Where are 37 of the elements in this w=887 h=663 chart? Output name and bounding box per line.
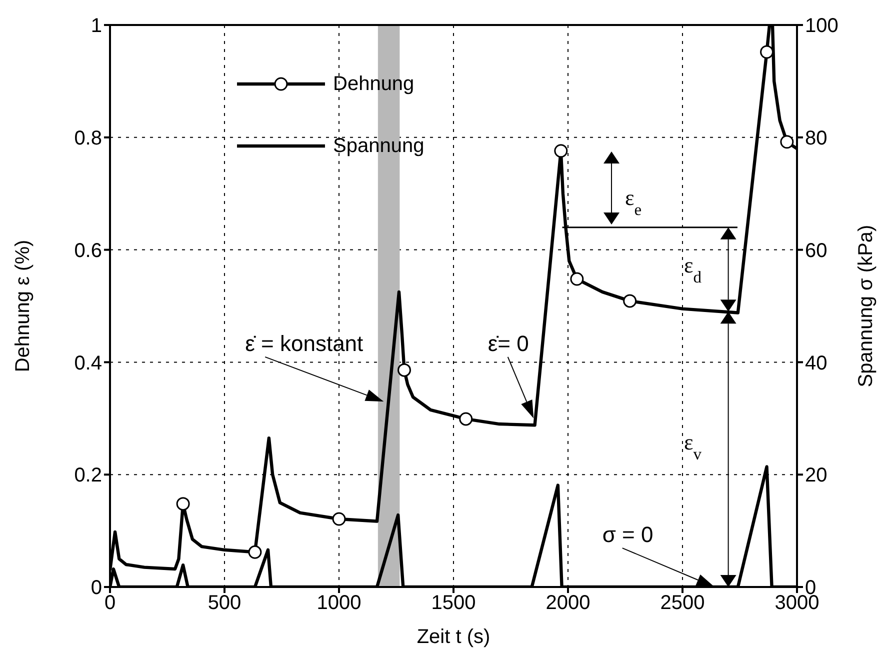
y-tick-label: 1 (90, 15, 102, 38)
annotation: ε$_{d}$ (684, 252, 702, 286)
point (623, 294, 637, 308)
y2-tick-label: 40 (805, 352, 828, 374)
point (570, 272, 584, 286)
annotation: ε$_{e}$ (624, 184, 642, 218)
legend-label: Spannung (333, 134, 424, 158)
y-tick-label: 0.2 (74, 464, 102, 487)
point (459, 412, 473, 426)
legend-label: Dehnung (333, 72, 414, 96)
x-tick-label: 2500 (660, 592, 705, 614)
annotation: ε̇= 0 (488, 330, 529, 356)
y2-tick-label: 20 (805, 464, 828, 487)
annotation: σ = 0 (602, 522, 654, 548)
x-tick-label: 1000 (316, 592, 362, 614)
x-axis-title: Zeit t (s) (416, 626, 490, 648)
x-tick-label: 2000 (546, 592, 590, 614)
x-tick-label: 1500 (431, 592, 476, 614)
point (176, 497, 190, 511)
y-axis-title: Dehnung ε (%) (12, 240, 34, 372)
y2-tick-label: 80 (805, 128, 828, 150)
point (398, 363, 412, 377)
y2-tick-label: 60 (805, 240, 828, 262)
y-tick-label: 0.6 (74, 240, 102, 262)
y2-tick-label: 100 (805, 15, 838, 38)
annotation: ε̇ = konstant (245, 330, 364, 356)
annotation: ε$_{v}$ (684, 429, 702, 463)
y-tick-label: 0.8 (74, 128, 102, 150)
point (554, 144, 568, 158)
point (780, 135, 794, 149)
y-tick-label: 0 (90, 577, 102, 600)
point (760, 45, 774, 59)
x-tick-label: 500 (208, 592, 242, 614)
y-tick-label: 0.4 (74, 352, 102, 374)
point (332, 512, 346, 526)
y2-axis-title: Spannung σ (kPa) (855, 224, 878, 388)
point (248, 545, 262, 559)
